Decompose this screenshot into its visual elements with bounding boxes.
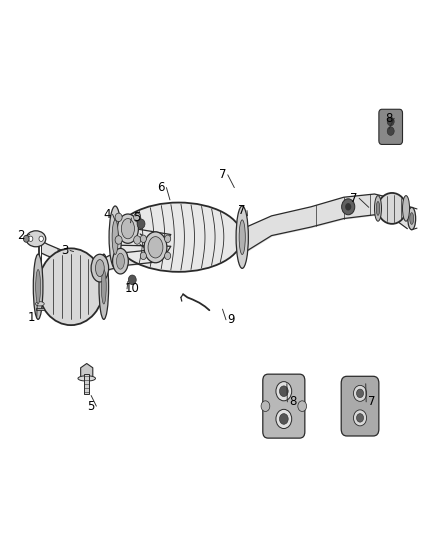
- Circle shape: [140, 252, 146, 260]
- Ellipse shape: [374, 196, 381, 221]
- Ellipse shape: [36, 270, 40, 304]
- Circle shape: [115, 236, 122, 244]
- Ellipse shape: [117, 253, 124, 269]
- Circle shape: [276, 409, 292, 429]
- Circle shape: [342, 199, 355, 215]
- Ellipse shape: [91, 254, 109, 282]
- Polygon shape: [36, 308, 44, 310]
- Text: 7: 7: [367, 395, 375, 408]
- Circle shape: [28, 236, 33, 241]
- Circle shape: [387, 127, 394, 135]
- Text: 1: 1: [28, 311, 35, 324]
- Circle shape: [134, 236, 141, 244]
- Circle shape: [357, 389, 364, 398]
- Ellipse shape: [376, 201, 380, 215]
- Ellipse shape: [410, 213, 413, 224]
- Circle shape: [128, 275, 136, 285]
- Text: 3: 3: [61, 244, 68, 257]
- Text: 6: 6: [157, 181, 165, 194]
- Circle shape: [134, 213, 141, 222]
- Ellipse shape: [95, 260, 104, 277]
- Ellipse shape: [236, 206, 248, 269]
- Circle shape: [115, 213, 122, 222]
- Circle shape: [137, 219, 145, 229]
- Text: 2: 2: [17, 229, 25, 242]
- Ellipse shape: [33, 254, 43, 319]
- Circle shape: [279, 386, 288, 397]
- Ellipse shape: [38, 248, 104, 325]
- Circle shape: [261, 401, 270, 411]
- Ellipse shape: [23, 236, 29, 242]
- Circle shape: [353, 410, 367, 426]
- Circle shape: [276, 382, 292, 401]
- Text: 7: 7: [350, 192, 358, 205]
- Text: 5: 5: [88, 400, 95, 413]
- Ellipse shape: [121, 219, 134, 239]
- Ellipse shape: [26, 231, 46, 247]
- Text: 7: 7: [238, 204, 246, 217]
- Circle shape: [345, 203, 351, 211]
- Ellipse shape: [239, 220, 245, 255]
- Ellipse shape: [35, 302, 44, 306]
- Ellipse shape: [117, 214, 138, 244]
- Text: 10: 10: [125, 282, 140, 295]
- Text: 5: 5: [133, 212, 140, 224]
- FancyBboxPatch shape: [379, 109, 403, 144]
- Circle shape: [165, 235, 171, 243]
- Circle shape: [140, 235, 146, 243]
- Ellipse shape: [148, 237, 163, 258]
- Ellipse shape: [109, 206, 121, 269]
- FancyBboxPatch shape: [341, 376, 379, 436]
- Circle shape: [357, 414, 364, 422]
- Ellipse shape: [113, 248, 128, 274]
- Ellipse shape: [101, 270, 106, 304]
- Circle shape: [39, 236, 43, 241]
- Ellipse shape: [403, 196, 410, 221]
- Circle shape: [353, 385, 367, 401]
- Text: 4: 4: [103, 208, 111, 221]
- Circle shape: [298, 401, 307, 411]
- Ellipse shape: [378, 193, 406, 224]
- Text: 9: 9: [227, 313, 235, 326]
- Ellipse shape: [99, 254, 109, 319]
- Ellipse shape: [112, 220, 118, 255]
- Text: 8: 8: [385, 112, 392, 125]
- Circle shape: [387, 117, 394, 126]
- FancyBboxPatch shape: [263, 374, 305, 438]
- Ellipse shape: [144, 232, 167, 263]
- Ellipse shape: [115, 203, 242, 272]
- Ellipse shape: [78, 376, 95, 381]
- Bar: [84, 374, 89, 394]
- Polygon shape: [81, 364, 93, 381]
- Text: 8: 8: [289, 395, 296, 408]
- Circle shape: [279, 414, 288, 424]
- Circle shape: [165, 252, 171, 260]
- Text: 7: 7: [219, 168, 226, 181]
- Ellipse shape: [408, 207, 416, 230]
